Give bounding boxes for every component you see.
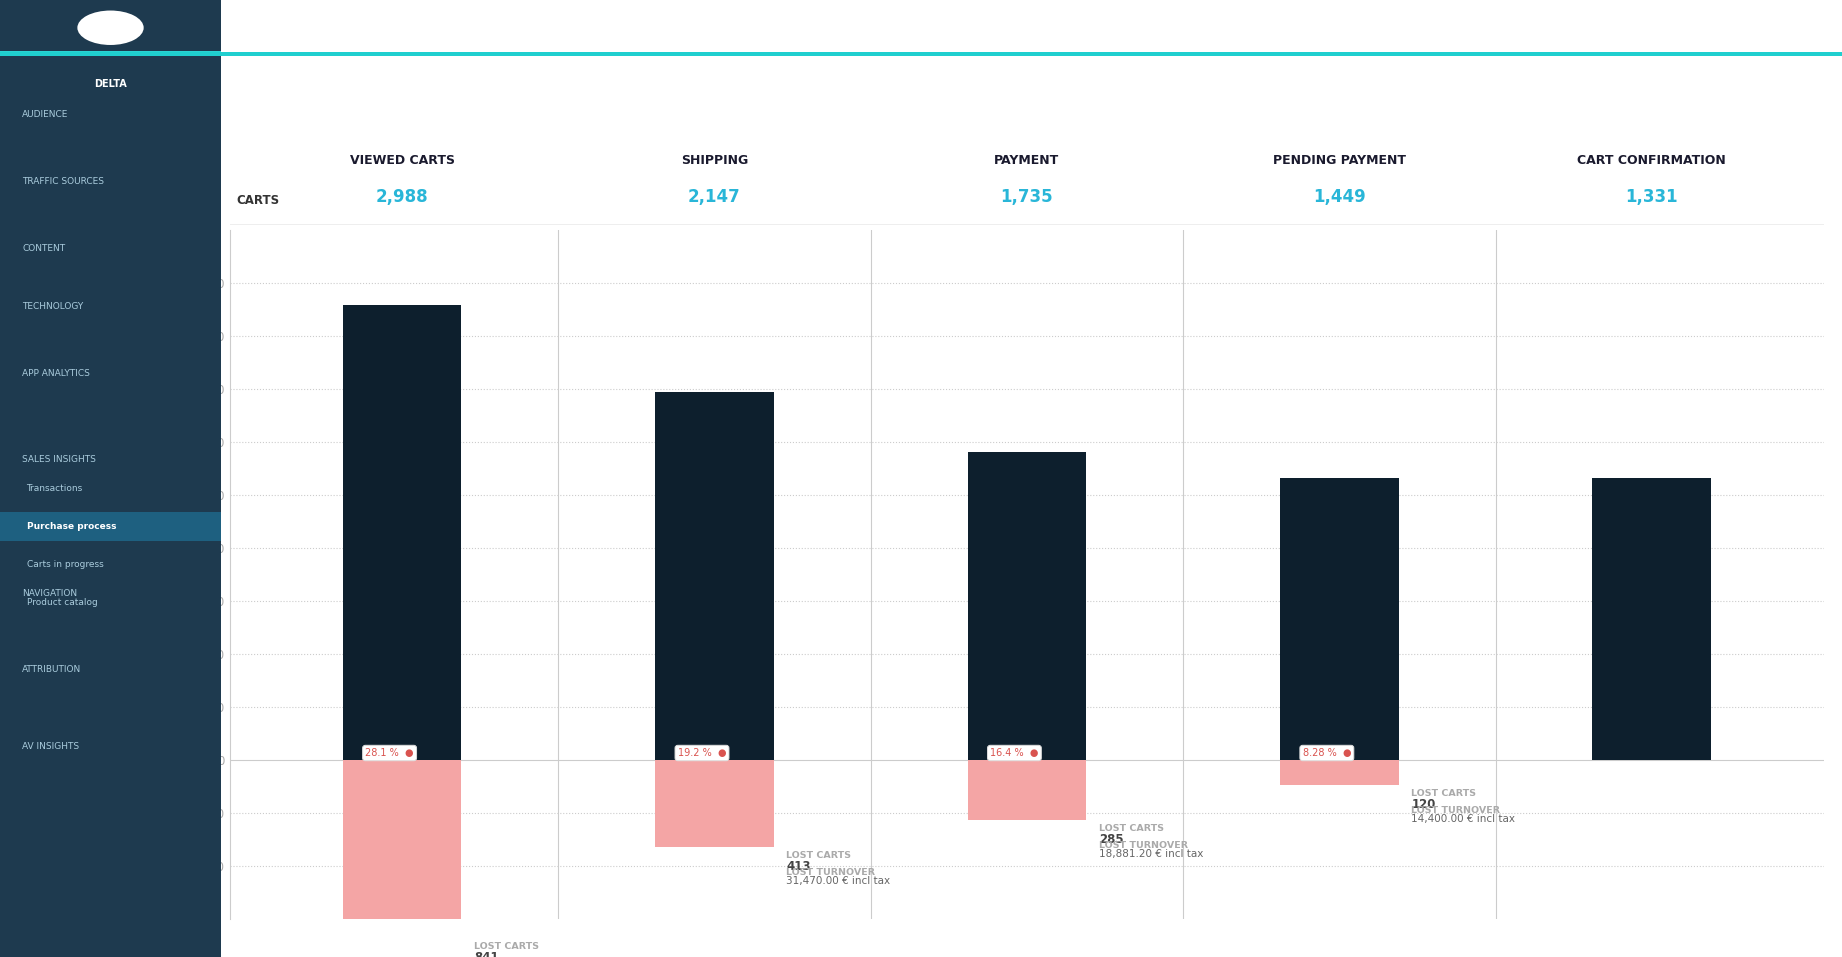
- Text: TECHNOLOGY: TECHNOLOGY: [22, 301, 83, 311]
- Bar: [343, 760, 462, 938]
- Text: PAYMENT: PAYMENT: [995, 154, 1059, 167]
- Text: 18,881.20 € incl tax: 18,881.20 € incl tax: [1100, 849, 1203, 858]
- Text: DELTA: DELTA: [94, 79, 127, 89]
- Text: SHIPPING: SHIPPING: [682, 154, 748, 167]
- Bar: [1280, 478, 1398, 760]
- Text: 28.1 %  ●: 28.1 % ●: [365, 748, 414, 758]
- Text: 285: 285: [1100, 833, 1124, 846]
- Text: 16.4 %  ●: 16.4 % ●: [991, 748, 1039, 758]
- Text: 31,470.00 € incl tax: 31,470.00 € incl tax: [787, 876, 890, 886]
- Text: CONTENT: CONTENT: [22, 244, 64, 254]
- Text: LOST TURNOVER: LOST TURNOVER: [787, 868, 875, 878]
- Text: CART CONFIRMATION: CART CONFIRMATION: [1577, 154, 1726, 167]
- Text: LOST CARTS: LOST CARTS: [1411, 789, 1475, 798]
- Bar: [1280, 760, 1398, 785]
- Text: 1,331: 1,331: [1625, 188, 1678, 206]
- Text: LOST CARTS: LOST CARTS: [1100, 824, 1164, 833]
- Text: LOST CARTS: LOST CARTS: [473, 942, 540, 951]
- Text: 19.2 %  ●: 19.2 % ●: [678, 748, 726, 758]
- Text: APP ANALYTICS: APP ANALYTICS: [22, 368, 90, 378]
- Text: SALES INSIGHTS: SALES INSIGHTS: [22, 455, 96, 464]
- Text: NAVIGATION: NAVIGATION: [22, 589, 77, 598]
- Text: Carts in progress: Carts in progress: [26, 560, 103, 569]
- Text: AUDIENCE: AUDIENCE: [22, 110, 68, 120]
- Text: AV INSIGHTS: AV INSIGHTS: [22, 742, 79, 751]
- Text: Product catalog: Product catalog: [26, 598, 98, 608]
- Text: Purchase process: Purchase process: [26, 522, 116, 531]
- Text: 2,147: 2,147: [689, 188, 740, 206]
- Text: 413: 413: [787, 860, 810, 873]
- Text: PENDING PAYMENT: PENDING PAYMENT: [1273, 154, 1405, 167]
- Bar: [967, 453, 1087, 760]
- Bar: [1591, 478, 1711, 760]
- Text: 14,400.00 € incl tax: 14,400.00 € incl tax: [1411, 813, 1516, 824]
- Text: 1,449: 1,449: [1313, 188, 1365, 206]
- Text: ATTRIBUTION: ATTRIBUTION: [22, 665, 81, 675]
- Text: VIEWED CARTS: VIEWED CARTS: [350, 154, 455, 167]
- Text: 841: 841: [473, 950, 499, 957]
- Text: LOST CARTS: LOST CARTS: [787, 851, 851, 860]
- Bar: [656, 760, 774, 847]
- Text: LOST TURNOVER: LOST TURNOVER: [1411, 807, 1499, 815]
- Text: 120: 120: [1411, 798, 1435, 811]
- Text: TRAFFIC SOURCES: TRAFFIC SOURCES: [22, 177, 105, 187]
- Bar: [967, 760, 1087, 820]
- Bar: [343, 304, 462, 760]
- Bar: [656, 392, 774, 760]
- Text: Transactions: Transactions: [26, 483, 83, 493]
- Text: 8.28 %  ●: 8.28 % ●: [1302, 748, 1350, 758]
- Text: 1,735: 1,735: [1000, 188, 1054, 206]
- Text: LOST TURNOVER: LOST TURNOVER: [1100, 841, 1188, 851]
- Text: CARTS: CARTS: [236, 194, 280, 208]
- Text: 2,988: 2,988: [376, 188, 429, 206]
